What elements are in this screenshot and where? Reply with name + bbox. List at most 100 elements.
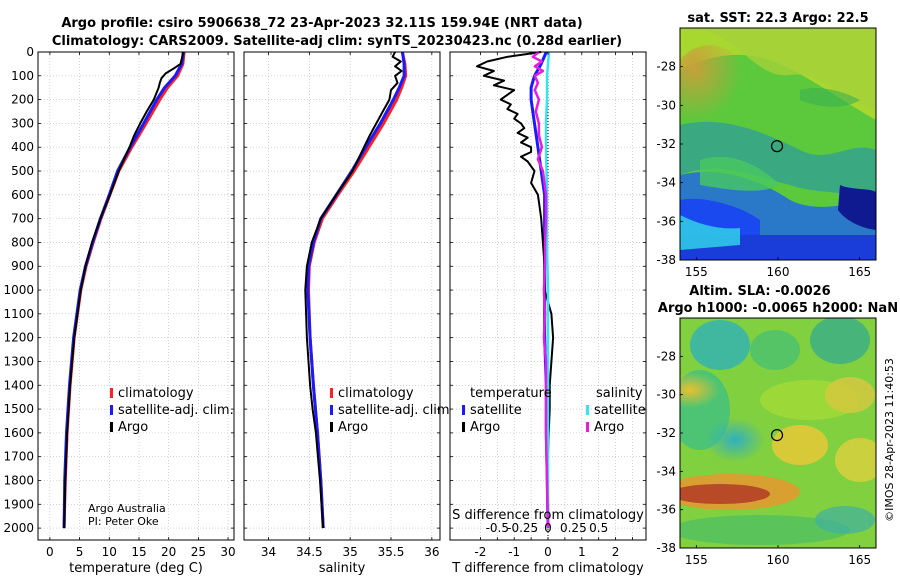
y-tick-label: 600 <box>11 188 34 202</box>
temperature-legend: climatology satellite-adj. clim. Argo <box>110 386 234 435</box>
legend-swatch-satellite <box>330 405 333 415</box>
salinity-xlabel: salinity <box>319 561 366 576</box>
legend-t-argo: Argo <box>470 420 500 435</box>
x-tick-label: 155 <box>685 265 708 279</box>
x-tick-label: 0 <box>544 545 552 559</box>
y-tick-label: -28 <box>656 349 676 363</box>
legend-swatch-t-satellite <box>462 405 465 415</box>
legend-argo: Argo <box>338 420 368 435</box>
credit-line1: Argo Australia <box>88 502 166 515</box>
s-tick-label: -0.25 <box>507 521 538 535</box>
salinity-panel: 34 34.5 35 35.5 36 salinity climatology sate… <box>243 51 454 576</box>
sla-map-title-line1: Altim. SLA: -0.0026 <box>689 284 830 299</box>
y-tick-label: -36 <box>656 503 676 517</box>
x-tick-label: 34 <box>261 545 276 559</box>
y-tick-label: 1200 <box>3 331 34 345</box>
temperature-xlabel: temperature (deg C) <box>69 561 203 576</box>
y-tick-label: 1300 <box>3 354 34 368</box>
difference-legend: temperature satellite Argo salinity sate… <box>462 386 646 435</box>
legend-s-argo: Argo <box>594 420 624 435</box>
salinity-legend: climatology satellite-adj. clim. Argo <box>330 386 454 435</box>
y-tick-label: 1100 <box>3 307 34 321</box>
y-tick-label: 1700 <box>3 450 34 464</box>
difference-xlabel: T difference from climatology <box>451 561 644 576</box>
sst-field <box>680 28 876 260</box>
sla-map: Altim. SLA: -0.0026 Argo h1000: -0.0065 … <box>656 284 898 567</box>
x-tick-label: 165 <box>848 265 871 279</box>
temperature-panel: 0100200300400500600700800900100011001200… <box>3 45 235 576</box>
series-s-argo <box>531 51 550 529</box>
y-tick-label: 0 <box>26 45 34 59</box>
y-tick-label: 700 <box>11 212 34 226</box>
y-tick-label: -32 <box>656 137 676 151</box>
legend-swatch-satellite <box>110 405 113 415</box>
y-tick-label: -28 <box>656 60 676 74</box>
x-tick-label: 1 <box>578 545 586 559</box>
legend-swatch-climatology <box>110 388 113 398</box>
y-tick-label: 1600 <box>3 426 34 440</box>
y-tick-label: 1000 <box>3 283 34 297</box>
x-tick-label: 160 <box>767 265 790 279</box>
y-tick-label: 900 <box>11 259 34 273</box>
legend-swatch-argo <box>330 422 333 432</box>
sla-field <box>680 318 876 548</box>
legend-swatch-argo <box>110 422 113 432</box>
y-tick-label: -30 <box>656 98 676 112</box>
x-tick-label: 35 <box>343 545 358 559</box>
x-tick-label: 34.5 <box>296 545 323 559</box>
credit-line2: PI: Peter Oke <box>88 515 159 528</box>
legend-s-satellite: satellite <box>594 403 646 418</box>
legend-climatology: climatology <box>338 386 414 401</box>
y-tick-label: -32 <box>656 426 676 440</box>
legend-swatch-t-argo <box>462 422 465 432</box>
x-tick-label: -1 <box>508 545 520 559</box>
sst-map-title: sat. SST: 22.3 Argo: 22.5 <box>687 11 868 26</box>
y-tick-label: -34 <box>656 176 676 190</box>
series-t-argo <box>476 51 555 529</box>
series-argo <box>304 51 403 529</box>
x-tick-label: 2 <box>612 545 620 559</box>
y-tick-label: 1400 <box>3 378 34 392</box>
x-tick-label: 20 <box>161 545 176 559</box>
y-tick-label: 200 <box>11 93 34 107</box>
y-tick-label: 800 <box>11 235 34 249</box>
s-tick-label: -0.5 <box>486 521 509 535</box>
sst-map: sat. SST: 22.3 Argo: 22.5 155 160 165 -28 -3… <box>656 11 877 279</box>
argo-position-marker <box>770 429 784 442</box>
y-tick-label: -30 <box>656 388 676 402</box>
sla-map-title-line2: Argo h1000: -0.0065 h2000: NaN <box>658 301 898 316</box>
x-tick-label: 25 <box>191 545 206 559</box>
y-tick-label: 300 <box>11 116 34 130</box>
legend-swatch-s-argo <box>586 422 589 432</box>
imos-credit: ©IMOS 28-Apr-2023 11:40:53 <box>883 358 896 522</box>
y-tick-label: 1500 <box>3 402 34 416</box>
y-tick-label: 400 <box>11 140 34 154</box>
x-tick-label: 5 <box>76 545 84 559</box>
y-tick-label: -38 <box>656 541 676 555</box>
legend-satellite: satellite-adj. clim. <box>118 403 234 418</box>
x-tick-label: 36 <box>424 545 439 559</box>
legend-swatch-s-satellite <box>586 405 589 415</box>
s-tick-label: 0.25 <box>560 521 587 535</box>
y-tick-label: -36 <box>656 214 676 228</box>
argo-position-marker <box>770 140 784 153</box>
x-tick-label: 15 <box>131 545 146 559</box>
y-tick-label: 1900 <box>3 497 34 511</box>
x-tick-label: 10 <box>102 545 117 559</box>
legend-swatch-climatology <box>330 388 333 398</box>
y-tick-label: 1800 <box>3 473 34 487</box>
y-tick-label: 2000 <box>3 521 34 535</box>
x-tick-label: 155 <box>685 553 708 567</box>
s-tick-label: 0.5 <box>589 521 608 535</box>
y-tick-label: 100 <box>11 69 34 83</box>
y-tick-label: -34 <box>656 464 676 478</box>
legend-salinity-title: salinity <box>596 386 643 401</box>
s-difference-xlabel: S difference from climatology <box>452 508 644 523</box>
x-tick-label: 165 <box>848 553 871 567</box>
legend-temperature-title: temperature <box>470 386 552 401</box>
figure-title-line2: Climatology: CARS2009. Satellite-adj cli… <box>52 34 622 49</box>
x-tick-label: 160 <box>767 553 790 567</box>
legend-satellite: satellite-adj. clim. <box>338 403 454 418</box>
y-tick-label: -38 <box>656 253 676 267</box>
